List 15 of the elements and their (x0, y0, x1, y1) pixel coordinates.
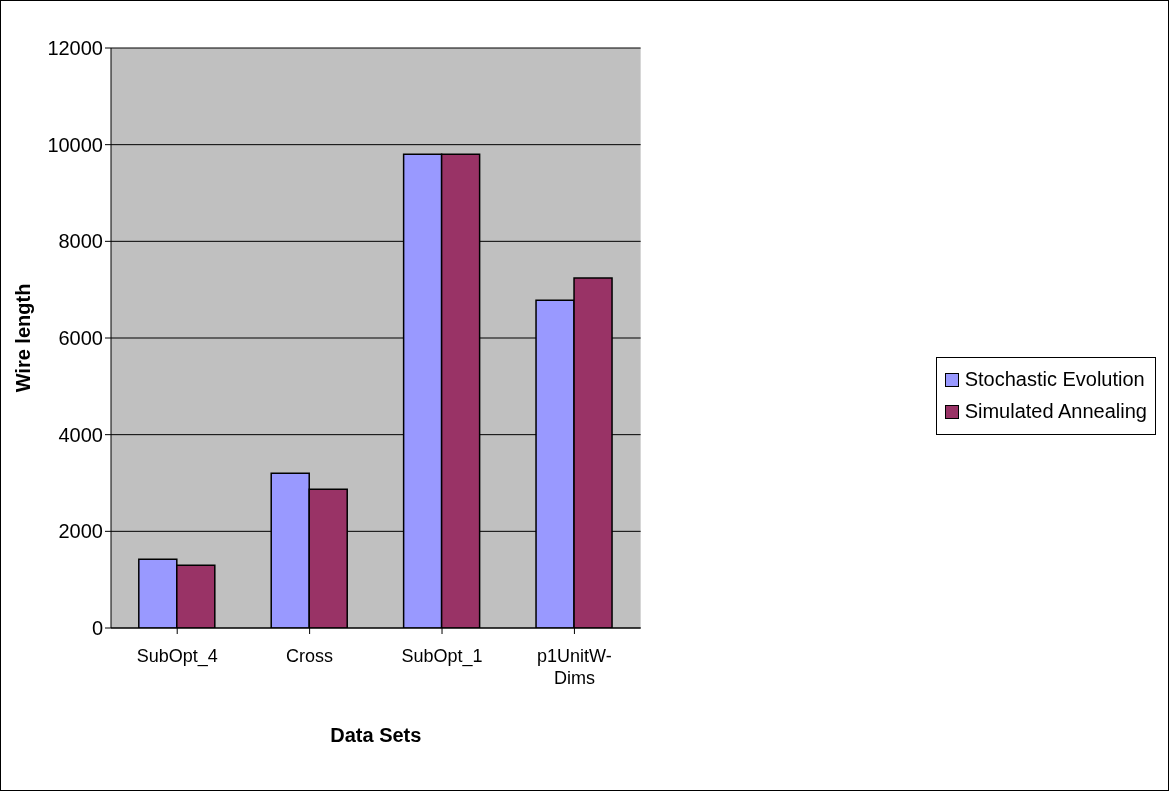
y-tick-label: 0 (91, 617, 103, 640)
legend-label: Stochastic Evolution (964, 368, 1145, 391)
legend-label: Simulated Annealing (964, 400, 1147, 423)
x-tick-label: p1UnitW-Dims (537, 646, 612, 688)
y-tick-label: 8000 (58, 230, 103, 253)
x-axis-title: Data Sets (330, 724, 422, 746)
y-tick-label: 4000 (58, 423, 103, 446)
x-tick-label: SubOpt_4 (136, 646, 218, 667)
y-tick-label: 2000 (58, 520, 103, 543)
y-axis-title: Wire length (12, 283, 35, 393)
y-tick-label: 6000 (58, 327, 103, 350)
y-tick-label: 10000 (47, 133, 103, 156)
y-tick-label: 12000 (47, 37, 103, 60)
x-tick-label: SubOpt_1 (401, 646, 483, 667)
x-tick-label: Cross (286, 646, 334, 666)
